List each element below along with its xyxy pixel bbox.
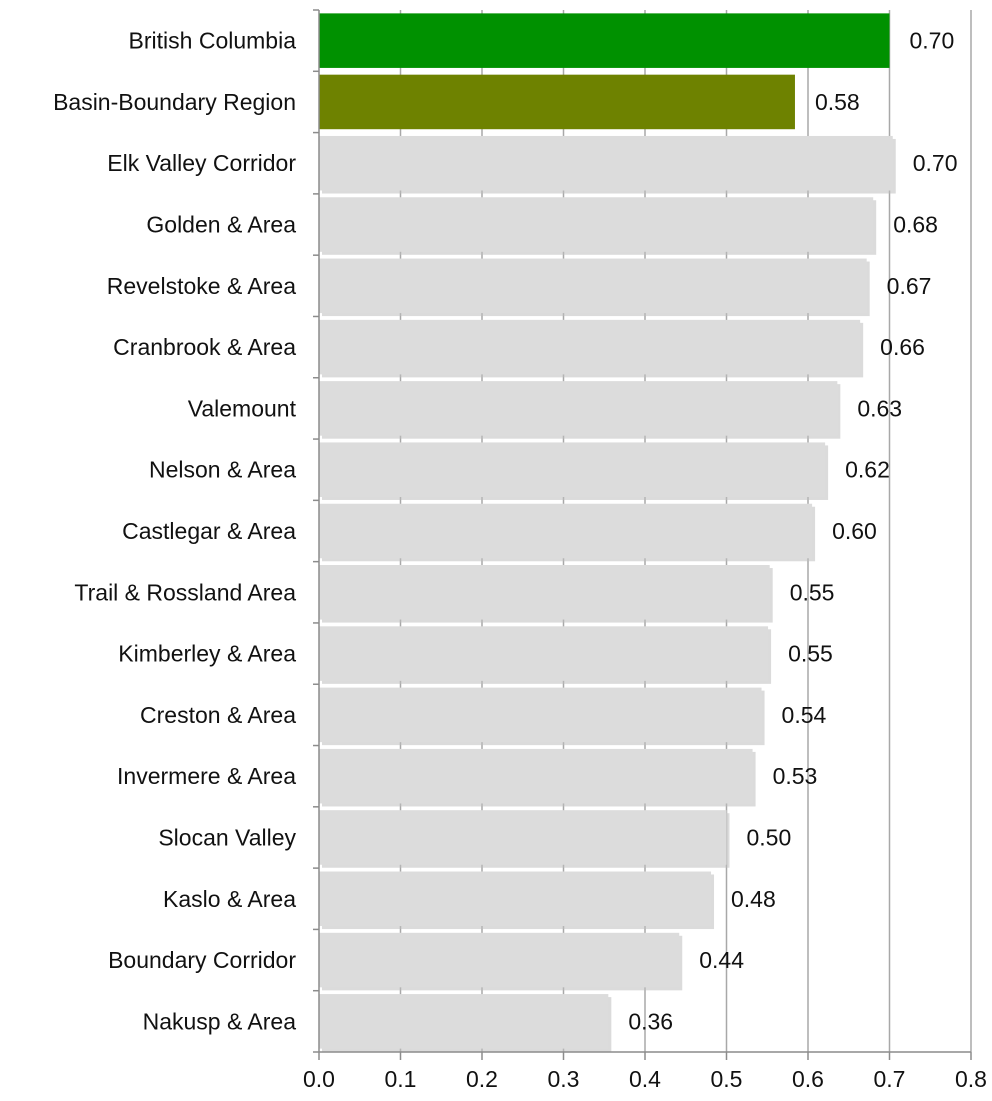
axes [313,9,972,1060]
value-label: 0.58 [815,89,860,115]
value-label: 0.63 [857,395,902,421]
x-tick-label: 0.6 [792,1066,824,1092]
x-tick-label: 0.2 [466,1066,498,1092]
bar [319,319,861,375]
labels: 0.0 0.1 0.2 0.3 0.4 0.5 0.6 0.7 0.8 British Colum… [53,28,987,1092]
value-label: 0.50 [747,824,792,850]
value-label: 0.66 [880,334,925,360]
category-label: Revelstoke & Area [107,273,296,299]
bar [319,258,867,314]
category-label: Nelson & Area [149,457,296,483]
value-label: 0.53 [773,763,818,789]
bar [319,687,762,743]
category-label: Castlegar & Area [122,518,296,544]
value-label: 0.68 [893,212,938,238]
x-tick-label: 0.8 [955,1066,987,1092]
value-label: 0.36 [628,1008,673,1034]
bar [319,994,609,1049]
bar [319,503,813,559]
category-label: Kimberley & Area [118,641,296,667]
bar [319,626,769,681]
value-label: 0.62 [845,457,890,483]
bars [319,13,896,1052]
bar [319,381,838,436]
x-tick-label: 0.5 [711,1066,743,1092]
value-label: 0.67 [887,273,932,299]
x-tick-label: 0.7 [874,1066,906,1092]
value-label: 0.44 [699,947,744,973]
value-label: 0.55 [788,641,833,667]
category-label: Valemount [188,395,297,421]
bar [319,748,753,804]
x-tick-label: 0.0 [303,1066,335,1092]
category-label: Nakusp & Area [143,1008,297,1034]
category-label: Basin-Boundary Region [53,89,296,115]
x-tick-label: 0.3 [548,1066,580,1092]
category-label: British Columbia [129,28,297,54]
value-label: 0.70 [910,28,955,54]
bar [319,13,890,68]
value-label: 0.48 [731,886,776,912]
category-label: Elk Valley Corridor [107,150,296,176]
category-label: Cranbrook & Area [113,334,296,360]
category-label: Invermere & Area [117,763,296,789]
bar [319,565,770,620]
value-label: 0.70 [913,150,958,176]
bar [319,442,826,497]
bar [319,932,680,988]
value-label: 0.55 [790,579,835,605]
value-label: 0.54 [782,702,827,728]
x-tick-label: 0.4 [629,1066,661,1092]
bar [319,74,795,130]
category-label: Kaslo & Area [163,886,296,912]
category-label: Creston & Area [140,702,296,728]
category-label: Boundary Corridor [108,947,296,973]
bar [319,135,893,191]
bar [319,197,874,252]
category-label: Golden & Area [146,212,296,238]
bar [319,871,712,927]
x-tick-label: 0.1 [385,1066,417,1092]
category-label: Trail & Rossland Area [74,579,296,605]
value-label: 0.60 [832,518,877,544]
category-label: Slocan Valley [158,824,296,850]
bar [319,810,727,865]
